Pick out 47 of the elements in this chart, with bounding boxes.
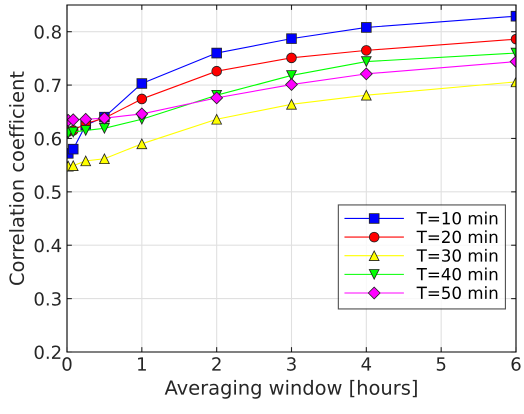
point (99, 153, 110, 164)
legend-label: T=30 min (416, 248, 498, 262)
point (361, 22, 372, 33)
point (286, 33, 297, 44)
x-tick-label: 4 (361, 357, 372, 371)
point (80, 156, 91, 166)
legend-label: T=20 min (416, 230, 498, 244)
y-tick-label: 0.7 (34, 78, 61, 92)
y-tick-label: 0.2 (34, 345, 60, 360)
point (285, 78, 298, 91)
y-tick-label: 0.6 (34, 132, 62, 146)
y-tick-label: 0.3 (34, 292, 61, 306)
point (361, 45, 372, 56)
point (211, 114, 222, 125)
point (361, 90, 372, 100)
point (136, 138, 148, 150)
point (286, 70, 297, 81)
point (211, 66, 222, 76)
y-tick-label: 0.4 (34, 238, 62, 252)
point (68, 144, 78, 154)
x-tick-label: 3 (287, 357, 296, 371)
point (286, 99, 297, 110)
legend-label: T=50 min (416, 286, 498, 300)
point (136, 94, 148, 104)
y-tick-label: 0.8 (34, 25, 61, 39)
point (360, 68, 373, 80)
point (79, 112, 92, 126)
point (136, 108, 148, 120)
y-axis-title: Correlation coefficient (9, 71, 24, 285)
point (136, 78, 148, 89)
x-tick-label: 1 (138, 357, 146, 371)
point (211, 48, 222, 58)
point (99, 123, 110, 134)
point (210, 92, 223, 104)
y-tick-label: 0.5 (34, 185, 61, 199)
point (286, 52, 297, 64)
x-tick-label: 6 (512, 357, 521, 371)
point (68, 160, 78, 171)
x-tick-label: 5 (436, 357, 446, 371)
legend-label: T=10 min (416, 212, 498, 225)
point (80, 125, 91, 136)
x-tick-label: 0 (62, 357, 72, 371)
x-tick-label: 2 (212, 357, 221, 371)
point (361, 56, 372, 67)
point (67, 113, 80, 126)
x-axis-title: Averaging window [hours] (164, 380, 417, 399)
legend-label: T=40 min (416, 268, 498, 280)
